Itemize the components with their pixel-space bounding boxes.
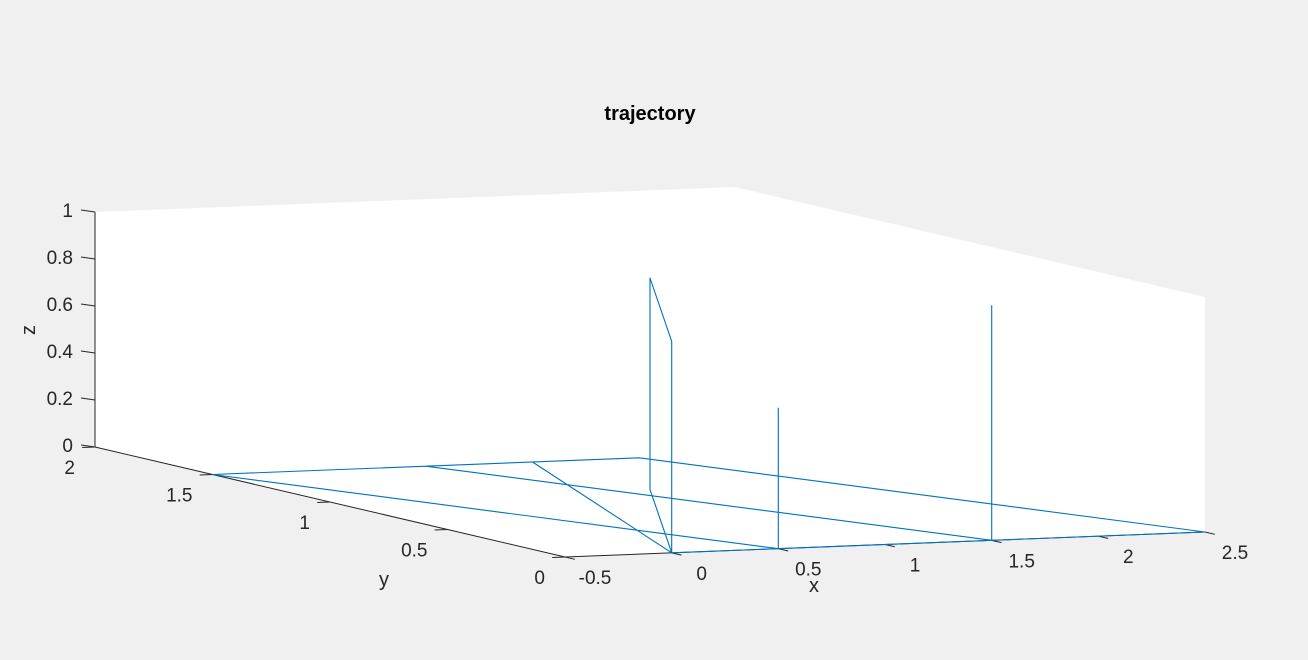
y-axis-label: y xyxy=(379,569,389,591)
z-axis-label: z xyxy=(18,325,40,335)
x-tick xyxy=(564,556,575,560)
z-tick xyxy=(80,303,96,307)
z-tick xyxy=(80,444,96,448)
y-tick-label: 0 xyxy=(534,568,545,589)
x-tick-label: 2.5 xyxy=(1222,543,1248,564)
tick-marks xyxy=(80,209,1215,560)
z-tick-label: 0.2 xyxy=(47,389,73,410)
x-tick xyxy=(1204,531,1215,535)
z-tick-label: 1 xyxy=(62,201,73,222)
y-tick-label: 1 xyxy=(299,513,310,534)
z-tick xyxy=(80,397,96,401)
x-tick-label: 1.5 xyxy=(1008,551,1034,572)
trajectory-line xyxy=(211,277,1206,554)
z-tick-label: 0.6 xyxy=(47,295,73,316)
x-tick-label: 2 xyxy=(1123,547,1134,568)
z-tick-label: 0.8 xyxy=(47,248,73,269)
y-tick-label: 1.5 xyxy=(166,486,192,507)
x-tick-label: 1 xyxy=(910,556,921,577)
y-tick-label: 2 xyxy=(64,458,75,479)
z-tick-label: 0.4 xyxy=(47,342,74,363)
y-tick-label: 0.5 xyxy=(401,541,427,562)
z-tick xyxy=(80,350,96,354)
z-tick xyxy=(80,209,96,213)
chart-title: trajectory xyxy=(604,103,696,125)
x-axis-label: x xyxy=(809,575,819,597)
x-tick-label: -0.5 xyxy=(579,568,612,589)
z-tick-label: 0 xyxy=(62,436,73,457)
x-tick-label: 0.5 xyxy=(795,560,821,581)
z-tick xyxy=(80,256,96,260)
x-tick-label: 0 xyxy=(696,564,707,585)
